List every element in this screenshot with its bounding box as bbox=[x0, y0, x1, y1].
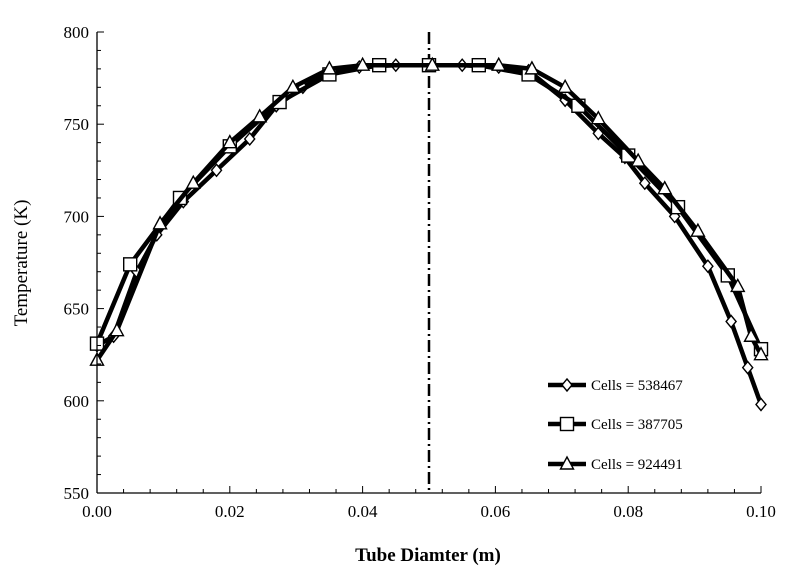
plot-area: 0.00 0.02 0.04 0.06 0.08 0.10 550 600 650 700 750 8… bbox=[64, 23, 776, 521]
y-tick-label: 800 bbox=[64, 23, 90, 42]
series-line-triangle bbox=[94, 62, 764, 363]
data-point-triangle bbox=[285, 78, 301, 94]
series-layer bbox=[89, 56, 769, 412]
data-point-diamond bbox=[701, 259, 714, 274]
data-point-triangle bbox=[252, 108, 268, 123]
legend: Cells = 538467 Cells = 387705 Cells = 9244… bbox=[548, 377, 683, 473]
legend-item: Cells = 387705 bbox=[548, 416, 683, 433]
y-tick-label: 550 bbox=[64, 484, 90, 503]
data-point-diamond bbox=[741, 360, 754, 375]
data-point-triangle bbox=[730, 278, 746, 293]
data-point-diamond bbox=[210, 163, 223, 178]
data-point-triangle bbox=[557, 78, 573, 94]
y-axis-title: Temperature (K) bbox=[11, 200, 32, 327]
x-tick-label: 0.06 bbox=[481, 502, 511, 521]
data-point-diamond bbox=[243, 131, 256, 147]
x-axis-title: Tube Diamter (m) bbox=[355, 545, 501, 566]
data-point-square bbox=[122, 257, 138, 272]
x-tick-label: 0.08 bbox=[613, 502, 643, 521]
y-tick-label: 600 bbox=[64, 392, 90, 411]
data-point-triangle bbox=[743, 327, 759, 342]
data-point-triangle bbox=[657, 180, 673, 195]
data-point-triangle bbox=[491, 56, 507, 71]
data-point-diamond bbox=[755, 397, 767, 412]
axes bbox=[96, 32, 761, 494]
legend-marker-diamond bbox=[561, 377, 573, 393]
y-tick-label: 750 bbox=[64, 115, 90, 134]
data-point-diamond bbox=[638, 176, 651, 191]
data-point-triangle bbox=[424, 56, 440, 71]
data-point-triangle bbox=[590, 110, 606, 125]
legend-marker-triangle bbox=[559, 455, 575, 470]
data-point-triangle bbox=[109, 322, 125, 337]
x-tick-label: 0.00 bbox=[82, 502, 112, 521]
data-point-triangle bbox=[354, 56, 371, 71]
data-point-triangle bbox=[753, 346, 769, 361]
data-point-triangle bbox=[185, 174, 201, 189]
data-point-triangle bbox=[524, 60, 540, 75]
data-point-triangle bbox=[152, 215, 168, 230]
x-tick-label: 0.10 bbox=[746, 502, 776, 521]
x-tick-label: 0.02 bbox=[215, 502, 245, 521]
data-point-triangle bbox=[321, 60, 338, 75]
legend-item: Cells = 538467 bbox=[548, 377, 683, 394]
data-point-triangle bbox=[222, 134, 238, 149]
y-tick-label: 650 bbox=[64, 300, 90, 319]
data-point-triangle bbox=[690, 222, 706, 237]
ticks: 0.00 0.02 0.04 0.06 0.08 0.10 550 600 650 700 750 8… bbox=[64, 23, 776, 521]
series-triangle bbox=[89, 56, 769, 366]
legend-label: Cells = 924491 bbox=[591, 457, 683, 473]
y-tick-label: 700 bbox=[64, 207, 90, 226]
legend-marker-square bbox=[559, 416, 575, 432]
legend-label: Cells = 538467 bbox=[591, 378, 683, 394]
legend-item: Cells = 924491 bbox=[548, 455, 683, 473]
data-point-diamond bbox=[725, 314, 738, 329]
legend-label: Cells = 387705 bbox=[591, 417, 683, 433]
x-tick-label: 0.04 bbox=[348, 502, 378, 521]
data-point-triangle bbox=[630, 152, 646, 167]
